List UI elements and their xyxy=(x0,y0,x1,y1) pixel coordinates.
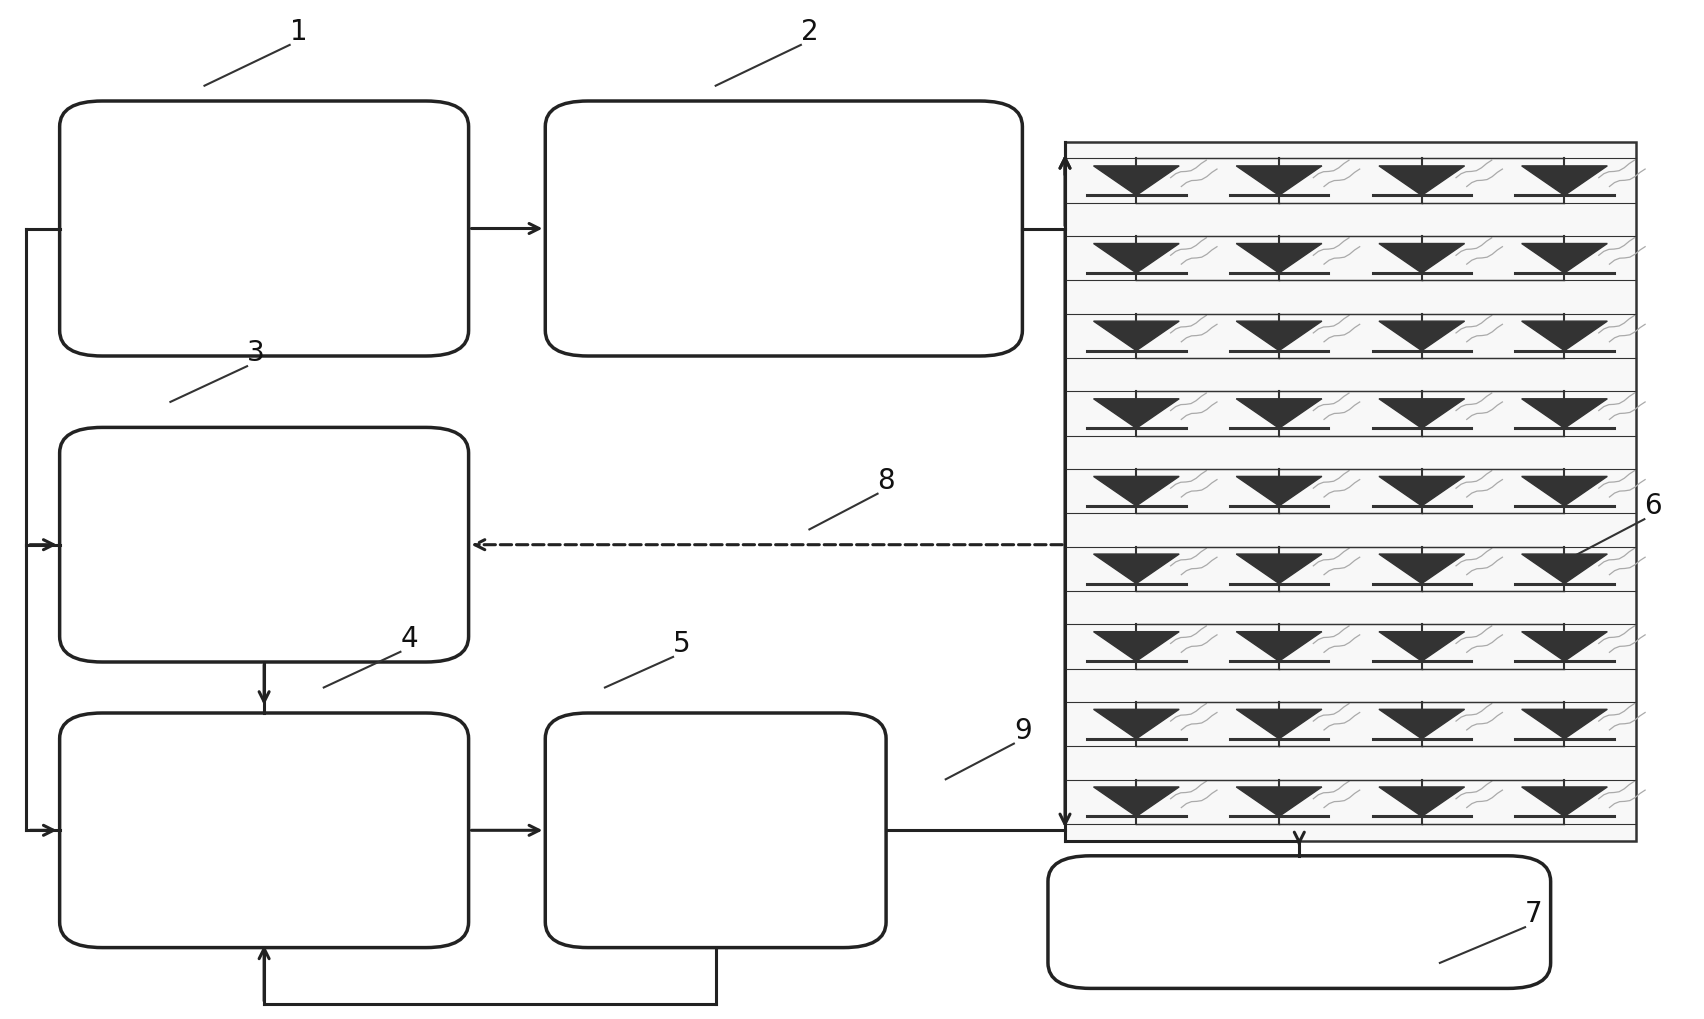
Polygon shape xyxy=(1094,477,1179,506)
FancyBboxPatch shape xyxy=(60,102,469,357)
Polygon shape xyxy=(1522,167,1607,197)
Text: 2: 2 xyxy=(801,18,818,46)
Polygon shape xyxy=(1237,787,1322,816)
Polygon shape xyxy=(1379,245,1465,274)
Polygon shape xyxy=(1237,322,1322,352)
Text: 7: 7 xyxy=(1525,900,1542,927)
FancyBboxPatch shape xyxy=(60,428,469,662)
Polygon shape xyxy=(1379,322,1465,352)
Polygon shape xyxy=(1237,399,1322,429)
Polygon shape xyxy=(1237,709,1322,739)
Polygon shape xyxy=(1094,632,1179,661)
Polygon shape xyxy=(1379,167,1465,197)
Polygon shape xyxy=(1237,245,1322,274)
Text: 1: 1 xyxy=(290,18,307,46)
Polygon shape xyxy=(1379,709,1465,739)
Polygon shape xyxy=(1522,477,1607,506)
FancyBboxPatch shape xyxy=(545,713,886,948)
Polygon shape xyxy=(1379,399,1465,429)
Polygon shape xyxy=(1094,167,1179,197)
Polygon shape xyxy=(1094,399,1179,429)
Polygon shape xyxy=(1379,787,1465,816)
Polygon shape xyxy=(1237,167,1322,197)
Text: 5: 5 xyxy=(673,630,690,657)
Polygon shape xyxy=(1379,477,1465,506)
Polygon shape xyxy=(1522,245,1607,274)
Polygon shape xyxy=(1237,632,1322,661)
Polygon shape xyxy=(1237,477,1322,506)
Polygon shape xyxy=(1522,709,1607,739)
FancyBboxPatch shape xyxy=(1048,856,1551,988)
Polygon shape xyxy=(1094,322,1179,352)
Polygon shape xyxy=(1094,554,1179,584)
Polygon shape xyxy=(1094,787,1179,816)
Polygon shape xyxy=(1522,322,1607,352)
Polygon shape xyxy=(1237,554,1322,584)
Text: 6: 6 xyxy=(1644,492,1661,520)
Polygon shape xyxy=(1522,632,1607,661)
Text: 8: 8 xyxy=(878,467,895,494)
FancyBboxPatch shape xyxy=(545,102,1022,357)
Polygon shape xyxy=(1094,709,1179,739)
Text: 4: 4 xyxy=(400,625,417,652)
Text: 9: 9 xyxy=(1014,716,1031,744)
Polygon shape xyxy=(1379,554,1465,584)
Polygon shape xyxy=(1522,787,1607,816)
Text: 3: 3 xyxy=(247,339,264,367)
Polygon shape xyxy=(1379,632,1465,661)
Polygon shape xyxy=(1522,399,1607,429)
Polygon shape xyxy=(1522,554,1607,584)
FancyBboxPatch shape xyxy=(1065,143,1636,841)
Polygon shape xyxy=(1094,245,1179,274)
FancyBboxPatch shape xyxy=(60,713,469,948)
